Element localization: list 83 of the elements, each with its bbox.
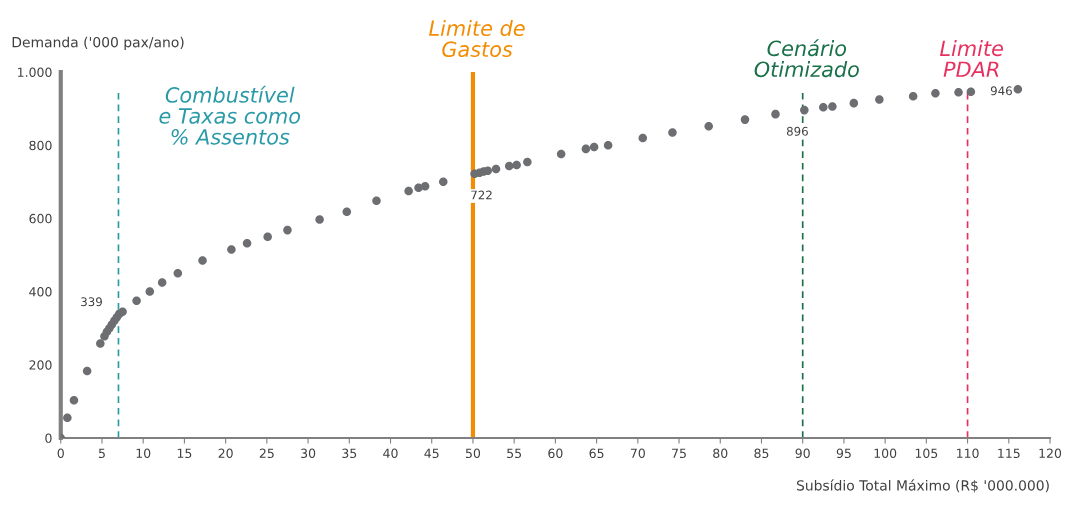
point (63, 413, 72, 423)
point (242, 239, 252, 248)
point (581, 144, 591, 154)
point (849, 98, 859, 108)
point (638, 133, 648, 143)
point (227, 245, 236, 254)
ref-line-label: Cenário Otimizado (754, 39, 859, 78)
x-tick-label: 0 (57, 448, 64, 459)
point (132, 296, 141, 305)
y-tick-label: 0 (45, 433, 52, 443)
x-tick-label: 10 (136, 448, 151, 459)
x-tick-label: 110 (957, 448, 979, 459)
point (438, 177, 448, 187)
point (372, 196, 381, 206)
x-tick-label: 5 (98, 448, 105, 459)
data-label: 946 (990, 86, 1012, 96)
x-tick-label: 95 (836, 448, 851, 459)
y-tick-label: 1.000 (18, 67, 52, 77)
point (157, 278, 167, 287)
point (198, 256, 207, 265)
x-axis-title: Subsídio Total Máximo (R$ '000.000) (796, 479, 1049, 493)
y-tick-label: 800 (29, 140, 52, 151)
x-tick-label: 75 (672, 448, 686, 459)
point (315, 215, 324, 224)
x-tick-label: 60 (548, 448, 563, 459)
ref-line-label: Combustível e Taxas como % Assentos (159, 85, 301, 145)
x-tick-label: 25 (259, 448, 274, 459)
y-tick-label: 400 (29, 287, 52, 297)
point (828, 102, 837, 111)
data-label: 896 (786, 126, 808, 136)
point (283, 225, 292, 235)
point (69, 395, 79, 405)
point (504, 161, 514, 171)
point (740, 115, 750, 124)
point (875, 95, 884, 104)
y-tick-label: 600 (29, 213, 52, 224)
point (800, 105, 809, 115)
point (263, 232, 272, 241)
point (342, 207, 352, 217)
point (512, 160, 521, 170)
point (603, 140, 613, 150)
x-tick-label: 20 (218, 448, 233, 459)
x-tick-label: 70 (630, 448, 645, 459)
x-tick-label: 100 (874, 448, 897, 459)
x-tick-label: 85 (754, 448, 769, 459)
point (523, 157, 532, 167)
point (173, 269, 183, 278)
point (589, 142, 599, 152)
point (96, 339, 105, 348)
x-tick-label: 30 (301, 448, 316, 459)
point (966, 87, 976, 97)
point (491, 164, 501, 174)
x-tick-label: 40 (383, 448, 398, 459)
point (404, 186, 413, 196)
point (908, 91, 918, 101)
x-tick-label: 115 (998, 448, 1020, 459)
x-tick-label: 120 (1039, 448, 1062, 459)
x-tick-label: 45 (424, 448, 439, 459)
x-tick-label: 35 (342, 448, 357, 459)
point (556, 149, 566, 159)
point (82, 366, 92, 376)
x-tick-label: 105 (915, 448, 938, 459)
point (954, 87, 963, 97)
point (819, 102, 828, 112)
x-tick-label: 50 (465, 448, 481, 459)
x-tick-label: 90 (795, 448, 810, 459)
y-axis-title: Demanda ('000 pax/ano) (12, 36, 184, 51)
point (704, 121, 713, 131)
point (1013, 84, 1023, 94)
y-tick-label: 200 (29, 360, 52, 370)
x-tick-label: 65 (589, 448, 604, 459)
ref-line-label: Limite de Gastos (429, 19, 525, 58)
x-tick-label: 80 (713, 448, 728, 459)
point (771, 109, 780, 119)
x-tick-label: 55 (507, 448, 522, 459)
point (145, 287, 155, 296)
point (420, 181, 430, 191)
x-tick-label: 15 (177, 448, 192, 459)
ref-line-label: Limite PDAR (940, 40, 1003, 77)
data-label: 722 (471, 190, 492, 200)
point (668, 128, 677, 137)
point (931, 88, 940, 98)
data-label: 339 (81, 297, 102, 307)
